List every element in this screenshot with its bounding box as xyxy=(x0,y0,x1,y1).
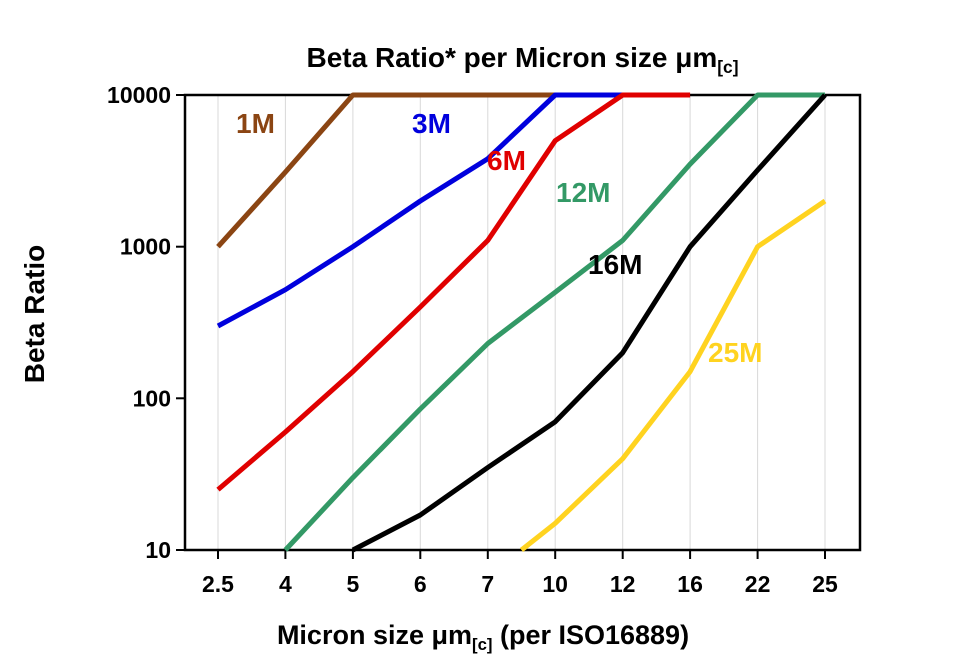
series-label-16M: 16M xyxy=(588,249,642,280)
y-tick-label: 10000 xyxy=(107,82,171,108)
series-line-3M xyxy=(216,92,623,329)
x-axis-label-text: Micron size xyxy=(276,620,432,650)
y-tick-label: 1000 xyxy=(120,234,171,260)
x-axis-label-standard: (per ISO16889) xyxy=(492,620,690,650)
series-line-1M xyxy=(216,92,556,249)
series-line-25M xyxy=(519,198,827,552)
chart-title-text: Beta Ratio* per Micron size xyxy=(306,42,676,73)
x-axis-label-unit: μm xyxy=(431,620,473,650)
x-axis-label: Micron size μm[c] (per ISO16889) xyxy=(0,620,966,654)
x-tick-label: 10 xyxy=(542,571,568,597)
series-label-12M: 12M xyxy=(556,177,610,208)
x-tick-label: 22 xyxy=(745,571,771,597)
series-label-3M: 3M xyxy=(412,108,451,139)
series-line-16M xyxy=(351,93,827,553)
x-tick-label: 5 xyxy=(347,571,360,597)
x-tick-label: 12 xyxy=(610,571,636,597)
y-tick-label: 100 xyxy=(133,385,171,411)
series-line-12M xyxy=(283,92,825,552)
series-line-6M xyxy=(216,92,691,492)
series-label-6M: 6M xyxy=(487,145,526,176)
y-tick-label: 10 xyxy=(145,537,171,563)
series-label-1M: 1M xyxy=(236,108,275,139)
y-axis-label: Beta Ratio xyxy=(19,244,50,384)
chart-title: Beta Ratio* per Micron size μm[c] xyxy=(185,42,860,78)
x-tick-label: 4 xyxy=(279,571,292,597)
x-tick-label: 7 xyxy=(481,571,494,597)
series-label-25M: 25M xyxy=(708,337,762,368)
x-tick-label: 6 xyxy=(414,571,427,597)
x-tick-label: 16 xyxy=(677,571,703,597)
x-tick-label: 2.5 xyxy=(202,571,234,597)
x-tick-label: 25 xyxy=(812,571,838,597)
chart-title-unit: μm xyxy=(675,42,718,73)
chart-title-subscript: [c] xyxy=(717,57,739,78)
x-axis-label-subscript: [c] xyxy=(472,634,493,654)
